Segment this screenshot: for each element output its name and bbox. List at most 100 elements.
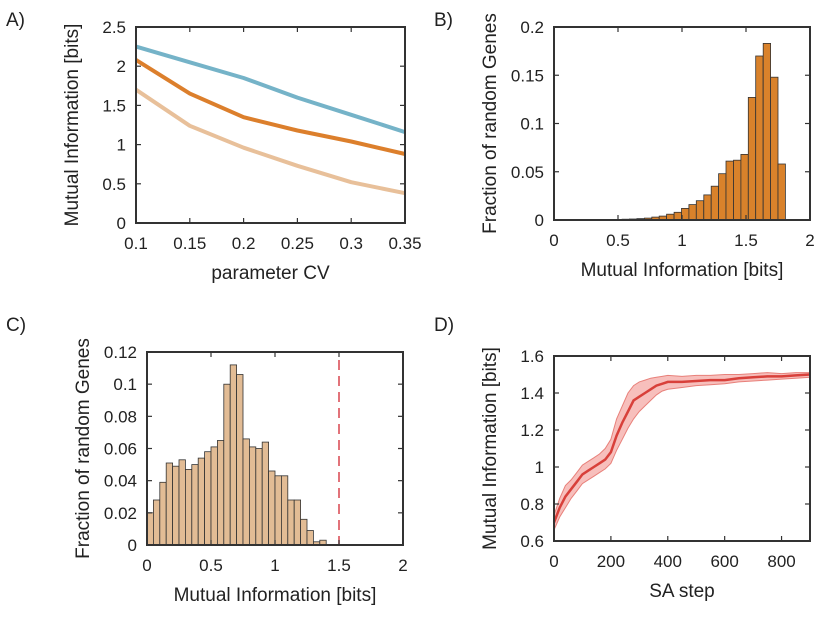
histogram-bar (210, 446, 218, 546)
y-tick-label: 0.12 (104, 343, 137, 362)
confidence-band (553, 372, 811, 531)
x-tick-label: 0.35 (388, 234, 421, 253)
histogram-bar (747, 97, 757, 221)
histogram-bar (255, 448, 263, 546)
histogram-bar (762, 43, 772, 221)
x-tick-label: 200 (597, 552, 625, 571)
y-tick-label: 0 (117, 214, 126, 233)
mean-line (552, 373, 811, 523)
y-tick-label: 0.05 (511, 163, 544, 182)
x-tick-label: 1 (270, 556, 279, 575)
histogram-bar (306, 530, 314, 546)
histogram-bar (223, 383, 231, 546)
histogram-bar (236, 374, 244, 546)
y-tick-label: 0.1 (113, 375, 137, 394)
y-tick-label: 0.06 (104, 440, 137, 459)
histogram-bar (248, 446, 257, 546)
histogram-bar (274, 475, 282, 546)
histogram-bar (197, 457, 205, 546)
y-tick-label: 0.1 (520, 115, 544, 134)
histogram-bar (293, 499, 302, 546)
x-axis-label: Mutual Information [bits] (174, 585, 377, 606)
y-axis-label: Mutual Information [bits] (480, 347, 501, 550)
y-axis-label: Fraction of random Genes (480, 13, 501, 234)
histogram-bar (688, 204, 697, 221)
chart-d: 0 200 400 600 800 0.6 0.8 1 1.2 1.4 1.6 SA step Mutu… (480, 347, 811, 602)
x-tick-label: 0 (142, 556, 151, 575)
y-tick-label: 0 (128, 536, 137, 555)
panel-label-b: B) (434, 10, 453, 31)
y-tick-label: 0.8 (520, 495, 544, 514)
y-axis-label: Fraction of random Genes (73, 338, 94, 559)
y-tick-label: 0.04 (104, 472, 137, 491)
y-tick-label: 1 (535, 458, 544, 477)
histogram-bar (777, 163, 786, 221)
x-tick-label: 0.2 (232, 234, 256, 253)
y-tick-label: 0.6 (520, 532, 544, 551)
x-axis-label: parameter CV (211, 263, 330, 284)
panel-label-c: C) (6, 315, 26, 336)
chart-a: 0.1 0.15 0.2 0.25 0.3 0.35 0 0.5 1 1.5 2 2.5 paramet… (62, 18, 422, 284)
series-line-2 (134, 88, 406, 196)
histogram-bar (703, 194, 712, 221)
panel-label-d: D) (434, 315, 454, 336)
y-tick-label: 1 (117, 136, 126, 155)
y-tick-label: 0.15 (511, 66, 544, 85)
y-tick-label: 1.5 (102, 96, 126, 115)
series-line-0 (135, 44, 406, 135)
x-tick-label: 0.1 (124, 234, 148, 253)
x-tick-label: 600 (710, 552, 738, 571)
x-tick-label: 800 (767, 552, 795, 571)
y-tick-label: 2 (117, 57, 126, 76)
y-axis-label: Mutual Information [bits] (62, 24, 83, 227)
x-tick-label: 1.5 (734, 231, 758, 250)
chart-c: 0 0.5 1 1.5 2 0 0.02 0.04 0.06 0.08 0.1 0.12 Mutual … (73, 338, 408, 606)
histogram-bar (165, 462, 173, 546)
y-tick-label: 1.6 (520, 347, 544, 366)
x-tick-label: 0 (549, 552, 558, 571)
x-axis-label: SA step (649, 581, 715, 602)
histogram-bar (733, 159, 742, 221)
histogram-bar (710, 185, 720, 221)
chart-b: 0 0.5 1 1.5 2 0 0.05 0.1 0.15 0.2 Mutual Informati… (480, 13, 814, 281)
histogram-bar (725, 160, 734, 221)
y-tick-label: 1.2 (520, 421, 544, 440)
series-line-1 (134, 58, 406, 156)
x-tick-label: 1.5 (327, 556, 351, 575)
x-tick-label: 2 (398, 556, 407, 575)
histogram-bar (268, 470, 276, 546)
axes-frame (135, 26, 406, 224)
histogram-bar (159, 481, 167, 546)
x-axis-label: Mutual Information [bits] (581, 260, 784, 281)
histogram-bar (695, 200, 705, 221)
axes-frame (553, 355, 811, 542)
x-tick-label: 0.5 (199, 556, 223, 575)
y-tick-label: 2.5 (102, 18, 126, 37)
x-tick-label: 0 (549, 231, 558, 250)
histogram-bar (300, 518, 308, 546)
y-tick-label: 0.08 (104, 407, 137, 426)
histogram-bar (178, 459, 186, 546)
histogram-bar (216, 440, 225, 546)
y-tick-label: 0.02 (104, 504, 137, 523)
histogram-bar (755, 55, 764, 221)
histogram-bar (681, 207, 690, 221)
x-tick-label: 0.15 (173, 234, 206, 253)
y-tick-label: 0.2 (520, 18, 544, 37)
x-tick-label: 0.3 (339, 234, 363, 253)
histogram-bar (172, 465, 180, 546)
histogram-bar (770, 76, 779, 221)
y-tick-label: 0 (535, 211, 544, 230)
histogram-bar (152, 499, 161, 546)
x-tick-label: 0.25 (281, 234, 314, 253)
histogram-bar (242, 438, 250, 546)
histogram-bar (740, 153, 749, 221)
y-tick-label: 0.5 (102, 175, 126, 194)
y-tick-label: 1.4 (520, 384, 544, 403)
x-tick-label: 1 (677, 231, 686, 250)
histogram-bar (229, 364, 237, 546)
histogram-bar (673, 211, 682, 221)
x-tick-label: 2 (805, 231, 814, 250)
histogram-bar (191, 464, 199, 546)
